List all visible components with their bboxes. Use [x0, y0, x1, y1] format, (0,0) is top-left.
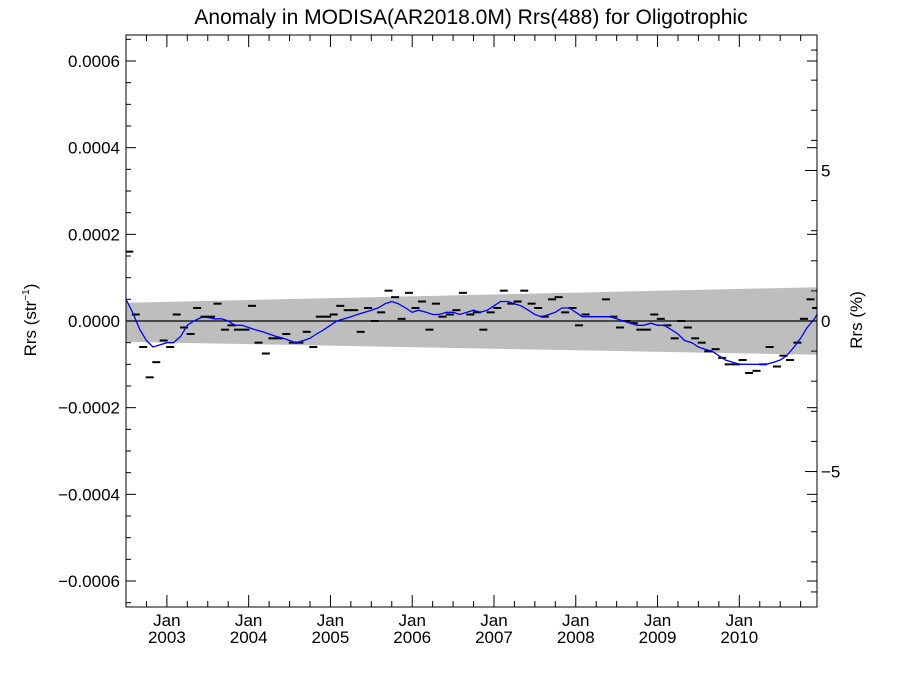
x-axis: Jan2003Jan2004Jan2005Jan2006Jan2007Jan20… — [125, 35, 802, 647]
chart-title: Anomaly in MODISA(AR2018.0M) Rrs(488) fo… — [194, 6, 747, 29]
x-tick-month-5: Jan — [562, 611, 589, 630]
x-tick-year-7: 2010 — [720, 628, 758, 647]
x-tick-month-3: Jan — [399, 611, 426, 630]
running-mean-series — [126, 299, 817, 365]
x-tick-month-4: Jan — [480, 611, 507, 630]
y-left-tick-label-1: 0.0004 — [68, 139, 120, 158]
x-tick-month-1: Jan — [235, 611, 262, 630]
x-tick-year-3: 2006 — [393, 628, 431, 647]
y-right-tick-label-0: 5 — [821, 161, 830, 180]
y-left-tick-label-0: 0.0006 — [68, 52, 120, 71]
y-axis-left: 0.0006 0.0004 0.0002 0.0000 −0.0002 −0.0004 −0… — [58, 38, 817, 604]
monthly-markers — [126, 250, 817, 379]
x-tick-year-5: 2008 — [557, 628, 595, 647]
y-axis-right: 5 0 −5 — [805, 49, 840, 593]
running-mean-line — [126, 299, 817, 365]
x-tick-month-2: Jan — [317, 611, 344, 630]
y-right-tick-label-2: −5 — [821, 463, 840, 482]
y-right-tick-label-1: 0 — [821, 312, 830, 331]
y-axis-right-label: Rrs (%) — [847, 291, 866, 349]
x-tick-year-1: 2004 — [230, 628, 268, 647]
y-left-tick-label-4: −0.0002 — [58, 399, 120, 418]
x-tick-month-0: Jan — [153, 611, 180, 630]
x-tick-month-6: Jan — [644, 611, 671, 630]
x-tick-year-6: 2009 — [639, 628, 677, 647]
y-left-tick-label-3: 0.0000 — [68, 312, 120, 331]
x-tick-year-0: 2003 — [148, 628, 186, 647]
x-tick-year-2: 2005 — [312, 628, 350, 647]
y-left-tick-label-5: −0.0004 — [58, 485, 120, 504]
y-left-tick-label-2: 0.0002 — [68, 225, 120, 244]
y-left-tick-label-6: −0.0006 — [58, 572, 120, 591]
x-tick-year-4: 2007 — [475, 628, 513, 647]
x-tick-month-7: Jan — [726, 611, 753, 630]
y-axis-left-label: Rrs (str−1) — [21, 284, 40, 357]
